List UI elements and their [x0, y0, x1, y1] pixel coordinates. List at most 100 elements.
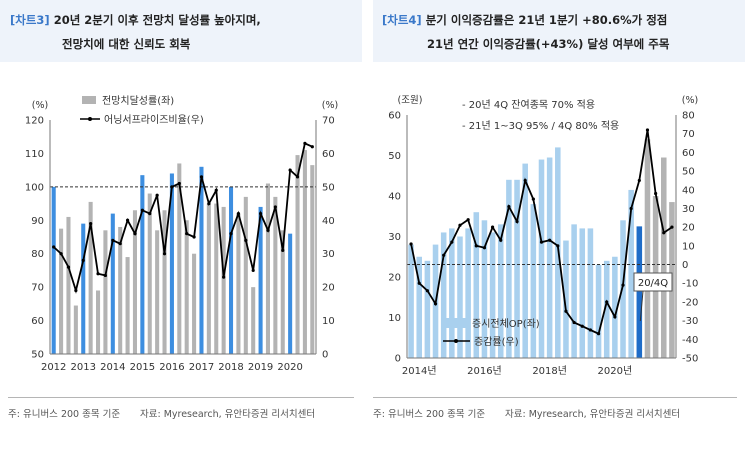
left-y2-tick-label: 10	[322, 316, 335, 327]
left-chart-tag: [차트3]	[10, 13, 50, 27]
left-y-tick-label: 60	[31, 316, 44, 327]
left-line-point	[273, 205, 277, 209]
right-line-point	[458, 223, 462, 227]
right-line-point	[474, 244, 478, 248]
left-line-point	[155, 193, 159, 197]
left-bar	[177, 163, 182, 354]
left-title-line1: [차트3] 20년 2분기 이후 전망치 달성률 높아지며,	[10, 12, 261, 28]
left-bar	[184, 220, 189, 354]
left-line-series	[53, 142, 313, 294]
right-y2-tick-label: -10	[682, 279, 698, 290]
right-bar	[620, 220, 626, 358]
left-y2-tick-label: 40	[322, 216, 335, 227]
right-bar	[514, 179, 520, 358]
right-callout-label: 20/4Q	[638, 278, 668, 289]
right-y-tick-label: 10	[388, 313, 401, 324]
left-x-tick-label: 2018	[218, 362, 243, 373]
left-left-unit: (%)	[32, 100, 48, 111]
right-y2-tick-label: -20	[682, 297, 698, 308]
left-line-point	[66, 265, 71, 269]
right-source: 자료: Myresearch, 유안타증권 리서치센터	[505, 409, 681, 420]
left-x-tick-label: 2017	[189, 362, 214, 373]
right-line-point	[499, 238, 503, 242]
left-bar	[302, 150, 307, 354]
right-legend-line-label: 증감률(우)	[474, 336, 519, 348]
left-bar	[110, 213, 115, 354]
right-legend-line-marker	[454, 339, 458, 343]
right-line-point	[425, 289, 429, 293]
right-title-line1: [차트4] 분기 이익증감률은 21년 1분기 +80.6%가 정점	[382, 12, 667, 28]
right-line-point	[515, 219, 519, 224]
left-line-point	[52, 245, 56, 249]
left-line-point	[59, 252, 63, 256]
right-y2-tick-label: 60	[682, 148, 695, 159]
right-bar	[457, 236, 463, 358]
left-bar	[73, 305, 78, 354]
left-line-point	[96, 272, 100, 276]
left-y-tick-label: 50	[31, 350, 44, 361]
right-line-point	[596, 332, 601, 336]
right-line-point	[580, 324, 584, 328]
right-y2-tick-label: 70	[682, 129, 695, 140]
left-bar	[125, 257, 130, 354]
left-line-point	[251, 268, 255, 273]
left-right-unit: (%)	[322, 100, 338, 111]
left-bar	[51, 186, 56, 354]
right-legend-bar-swatch	[445, 318, 467, 328]
left-y2-tick-label: 30	[322, 249, 335, 260]
left-line-point	[281, 248, 285, 252]
right-y2-tick-label: 10	[682, 241, 695, 252]
right-line-point	[556, 244, 560, 248]
left-line-point	[185, 232, 189, 236]
right-right-unit: (%)	[682, 95, 698, 106]
left-bar	[280, 230, 285, 354]
left-line-point	[295, 175, 300, 179]
right-line-point	[539, 240, 544, 244]
left-bar	[81, 223, 86, 354]
left-bar	[118, 226, 123, 354]
right-note: 주: 유니버스 200 종목 기준	[373, 409, 486, 420]
left-bar	[199, 166, 204, 354]
left-bar	[147, 193, 152, 354]
left-line-point	[214, 188, 218, 192]
left-bar	[288, 233, 293, 354]
right-line-point	[613, 315, 617, 319]
left-line-point	[133, 232, 137, 236]
left-y-tick-label: 80	[31, 249, 44, 260]
right-bar	[612, 256, 618, 358]
right-bar	[661, 157, 667, 358]
left-bar	[258, 206, 263, 354]
left-bar	[214, 203, 219, 354]
left-line-point	[170, 185, 174, 189]
right-legend-bar-label: 증시전체OP(좌)	[472, 318, 540, 330]
left-line-point	[111, 238, 115, 242]
right-bar	[530, 204, 537, 358]
right-line-point	[629, 206, 633, 211]
right-bar	[546, 157, 553, 358]
left-bar	[88, 201, 93, 354]
right-line-point	[645, 128, 650, 132]
left-line-point	[148, 212, 152, 216]
right-bar	[563, 240, 569, 358]
right-x-tick-label: 2016년	[467, 365, 502, 377]
left-line-point	[258, 212, 263, 216]
left-source: 자료: Myresearch, 유안타증권 리서치센터	[140, 409, 316, 420]
left-bar	[221, 206, 226, 354]
left-title-text: 20년 2분기 이후 전망치 달성률 높아지며,	[53, 13, 261, 27]
right-x-tick-label: 2018년	[532, 365, 567, 377]
right-bar	[522, 163, 528, 358]
right-bar	[628, 189, 634, 358]
left-legend-line-marker	[88, 117, 92, 121]
left-bar	[243, 196, 248, 354]
left-bar	[192, 253, 197, 354]
right-bar	[416, 256, 422, 358]
left-line-point	[140, 208, 144, 212]
right-bar	[587, 228, 594, 358]
left-y2-tick-label: 0	[322, 350, 328, 361]
left-line-point	[288, 168, 292, 172]
left-x-tick-label: 2016	[159, 362, 184, 373]
left-line-point	[310, 145, 314, 149]
left-x-tick-label: 2013	[71, 362, 96, 373]
right-x-tick-label: 2020년	[598, 365, 633, 377]
